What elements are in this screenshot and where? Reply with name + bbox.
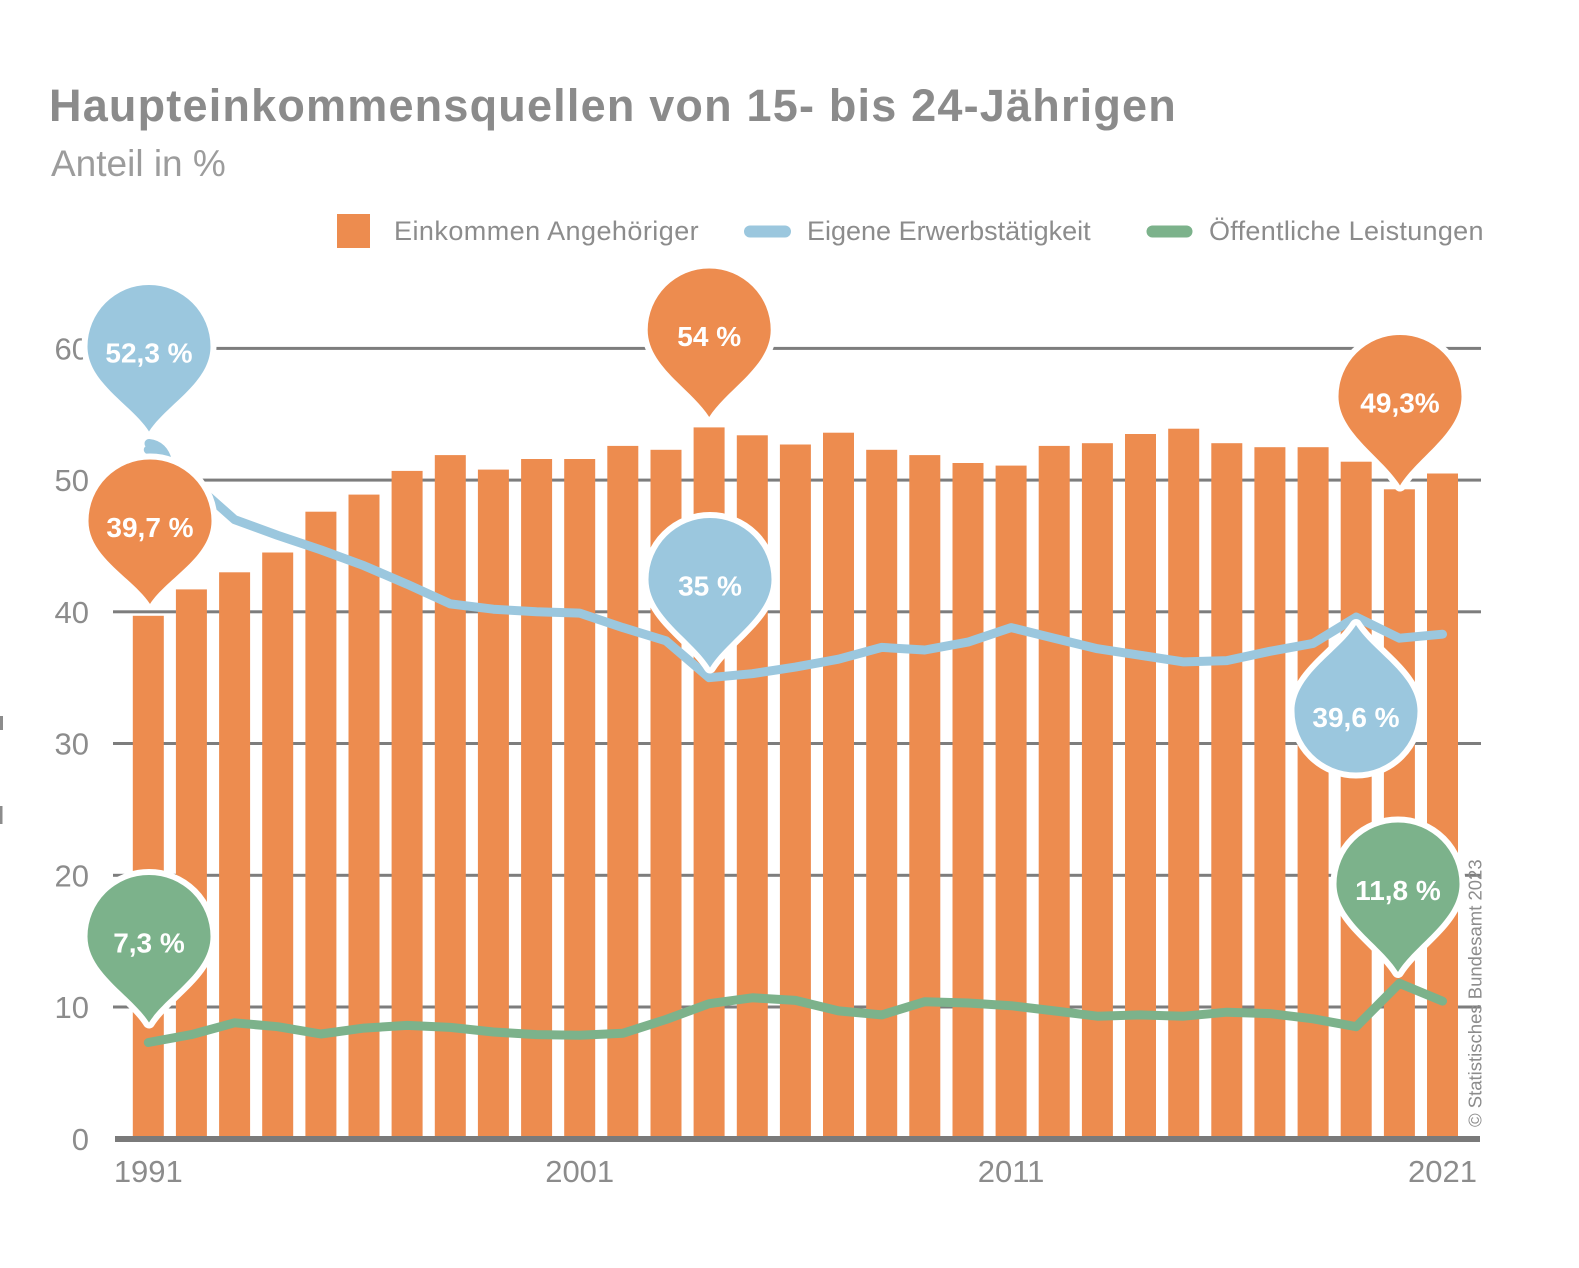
svg-text:35 %: 35 %	[678, 571, 742, 602]
svg-text:20: 20	[55, 858, 89, 893]
svg-text:Öffentliche Leistungen: Öffentliche Leistungen	[1209, 216, 1484, 246]
svg-text:© Statistisches Bundesamt 2023: © Statistisches Bundesamt 2023	[1465, 859, 1486, 1127]
svg-text:Anteil in %: Anteil in %	[51, 143, 226, 184]
svg-text:10: 10	[55, 990, 89, 1025]
svg-text:30: 30	[55, 727, 89, 762]
svg-text:2001: 2001	[545, 1154, 614, 1189]
svg-text:Einkommen Angehöriger: Einkommen Angehöriger	[394, 216, 699, 246]
svg-text:11,8 %: 11,8 %	[1355, 875, 1441, 906]
svg-text:49,3%: 49,3%	[1360, 388, 1439, 419]
svg-text:2011: 2011	[978, 1154, 1045, 1189]
svg-text:52,3 %: 52,3 %	[105, 338, 192, 369]
svg-text:7,3 %: 7,3 %	[113, 928, 185, 959]
svg-text:39,7 %: 39,7 %	[106, 512, 193, 543]
svg-text:Eigene Erwerbstätigkeit: Eigene Erwerbstätigkeit	[807, 216, 1091, 246]
svg-text:0: 0	[72, 1122, 89, 1157]
svg-text:Haupteinkommensquellen von 15-: Haupteinkommensquellen von 15- bis 24-Jä…	[49, 80, 1177, 131]
svg-text:1991: 1991	[114, 1154, 183, 1189]
svg-text:50: 50	[55, 463, 89, 498]
svg-text:40: 40	[55, 595, 89, 630]
svg-text:39,6 %: 39,6 %	[1312, 702, 1399, 733]
svg-text:54 %: 54 %	[677, 321, 741, 352]
svg-text:2021: 2021	[1408, 1154, 1477, 1189]
